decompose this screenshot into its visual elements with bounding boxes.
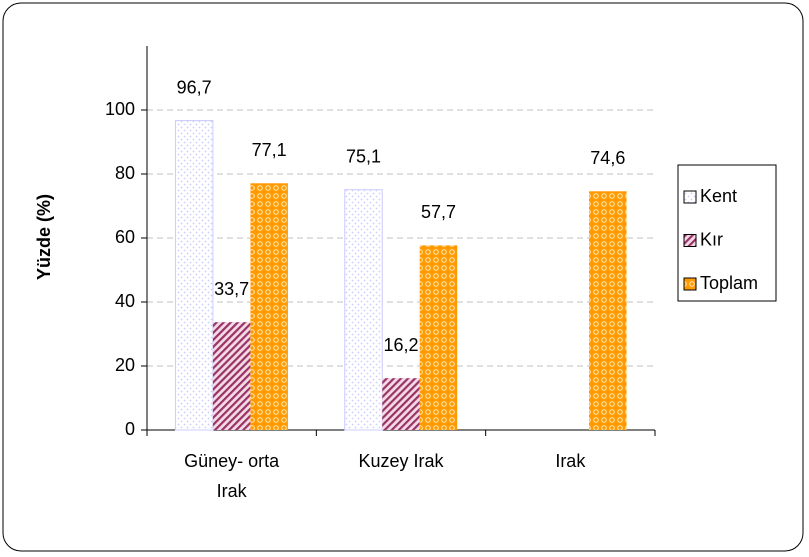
data-label: 16,2: [383, 335, 418, 355]
data-label: 77,1: [252, 140, 287, 160]
bar: [250, 183, 288, 430]
data-label: 74,6: [590, 148, 625, 168]
y-tick-label: 0: [125, 419, 135, 439]
legend-label: Toplam: [700, 273, 758, 293]
bar: [589, 191, 627, 430]
legend-swatch: [683, 190, 697, 204]
y-tick-label: 100: [105, 99, 135, 119]
bar: [382, 378, 420, 430]
x-tick-label: Irak: [555, 451, 586, 471]
y-tick-label: 20: [115, 355, 135, 375]
data-label: 33,7: [214, 279, 249, 299]
y-tick-label: 60: [115, 227, 135, 247]
y-axis-label: Yüzde (%): [34, 194, 54, 280]
legend-label: Kent: [700, 186, 737, 206]
bar: [344, 189, 383, 431]
legend-label: Kır: [700, 229, 723, 249]
legend-swatch: [683, 277, 697, 291]
data-label: 75,1: [346, 146, 381, 166]
bar: [174, 120, 214, 431]
data-label: 96,7: [177, 77, 212, 97]
y-tick-label: 80: [115, 163, 135, 183]
x-tick-label: Güney- orta Irak: [184, 451, 280, 501]
bar: [419, 245, 458, 430]
bar: [212, 322, 251, 430]
legend-swatch: [683, 234, 697, 247]
y-tick-label: 40: [115, 291, 135, 311]
x-tick-label: Kuzey Irak: [358, 451, 444, 471]
data-label: 57,7: [421, 202, 456, 222]
